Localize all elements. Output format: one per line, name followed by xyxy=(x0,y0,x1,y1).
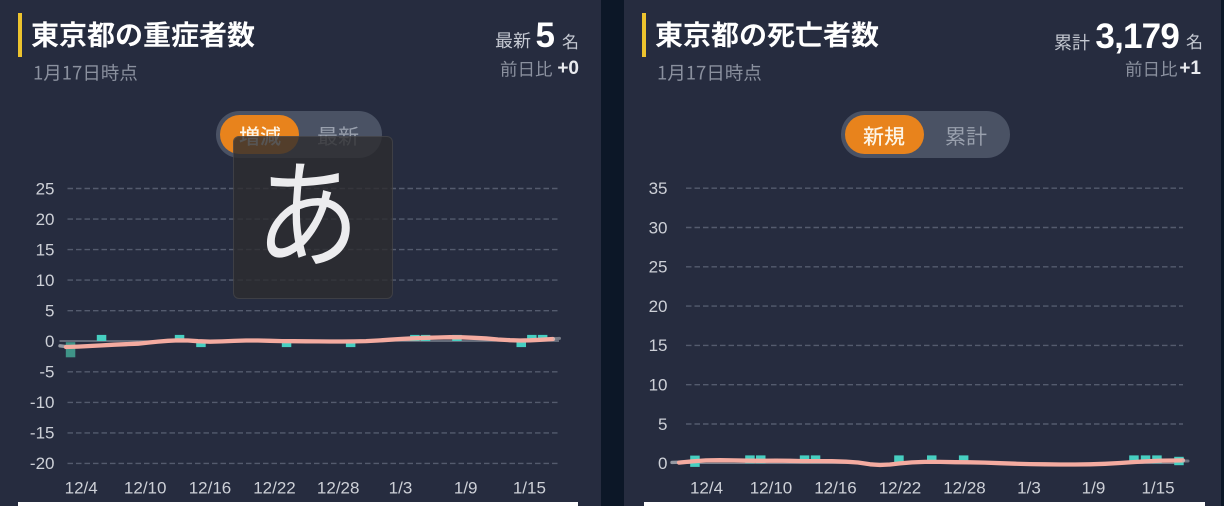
svg-text:12/4: 12/4 xyxy=(690,479,723,498)
svg-text:1/3: 1/3 xyxy=(389,479,413,498)
svg-text:15: 15 xyxy=(649,336,668,355)
svg-text:1/15: 1/15 xyxy=(513,479,546,498)
svg-text:12/22: 12/22 xyxy=(879,479,922,498)
svg-text:10: 10 xyxy=(649,376,668,395)
svg-text:12/28: 12/28 xyxy=(943,479,986,498)
svg-text:20: 20 xyxy=(36,210,55,229)
svg-text:20: 20 xyxy=(649,297,668,316)
svg-text:1/3: 1/3 xyxy=(1017,479,1041,498)
svg-text:-5: -5 xyxy=(39,363,54,382)
svg-text:12/16: 12/16 xyxy=(814,479,857,498)
svg-text:30: 30 xyxy=(649,218,668,237)
svg-text:1/15: 1/15 xyxy=(1141,479,1174,498)
svg-text:35: 35 xyxy=(649,179,668,198)
svg-text:5: 5 xyxy=(45,302,54,321)
svg-text:1/9: 1/9 xyxy=(454,479,478,498)
svg-text:10: 10 xyxy=(36,271,55,290)
svg-text:0: 0 xyxy=(45,332,54,351)
svg-text:0: 0 xyxy=(658,454,667,473)
svg-text:12/4: 12/4 xyxy=(65,479,98,498)
svg-text:25: 25 xyxy=(36,179,55,198)
svg-text:1/9: 1/9 xyxy=(1082,479,1106,498)
svg-text:-15: -15 xyxy=(30,424,55,443)
svg-text:15: 15 xyxy=(36,240,55,259)
svg-text:-10: -10 xyxy=(30,393,55,412)
svg-text:12/28: 12/28 xyxy=(317,479,360,498)
svg-text:25: 25 xyxy=(649,258,668,277)
svg-text:12/16: 12/16 xyxy=(189,479,232,498)
svg-text:-20: -20 xyxy=(30,454,55,473)
svg-text:5: 5 xyxy=(658,415,667,434)
svg-text:12/10: 12/10 xyxy=(124,479,167,498)
svg-text:12/10: 12/10 xyxy=(750,479,793,498)
svg-text:12/22: 12/22 xyxy=(253,479,296,498)
